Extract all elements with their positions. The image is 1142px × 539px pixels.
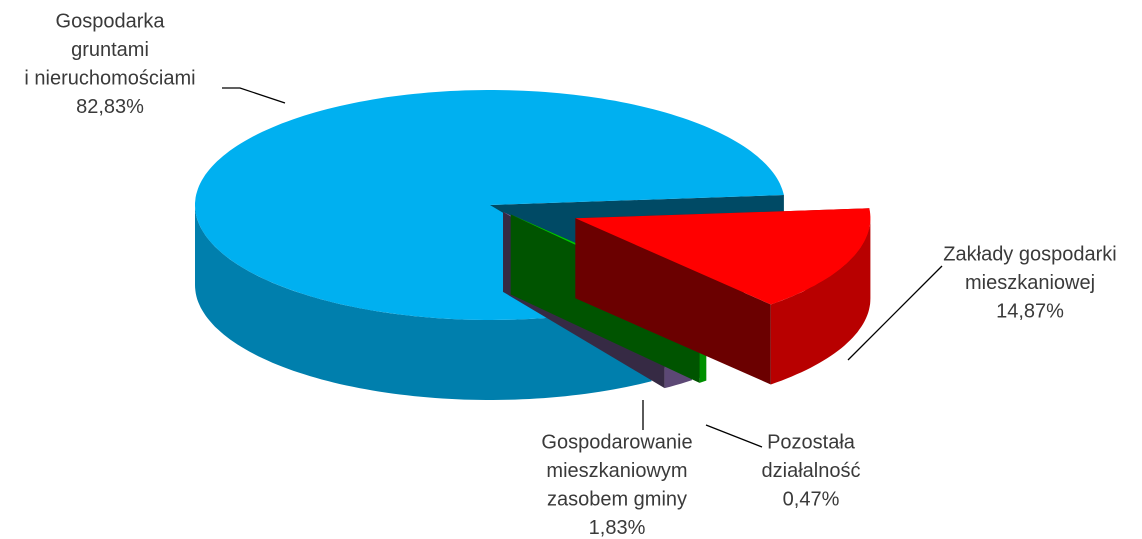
slice (195, 90, 784, 320)
slice-label: zasobem gminy (547, 488, 687, 510)
slice-label: gruntami (71, 39, 149, 61)
slice-label: mieszkaniowym (546, 460, 687, 482)
slice-cut-face (575, 218, 771, 385)
value-label: 14,87% (996, 300, 1064, 322)
slice-label: mieszkaniowej (965, 272, 1095, 294)
slice-label: Gospodarowanie (541, 431, 692, 453)
slice-label: Pozostała (767, 431, 856, 453)
slice-label: Gospodarka (56, 10, 166, 32)
slice-side (770, 218, 871, 385)
value-label: 1,83% (589, 517, 646, 539)
slice-side (195, 205, 652, 400)
value-label: 82,83% (76, 96, 144, 118)
slice (575, 208, 871, 385)
value-label: 0,47% (783, 488, 840, 510)
slice-label: działalność (762, 460, 861, 482)
slice-label: Zakłady gospodarki (943, 243, 1116, 265)
slice-label: i nieruchomościami (24, 67, 195, 89)
leader-line (705, 424, 763, 448)
leader-line (847, 265, 943, 361)
leader-line (222, 87, 286, 104)
slice (575, 208, 871, 305)
